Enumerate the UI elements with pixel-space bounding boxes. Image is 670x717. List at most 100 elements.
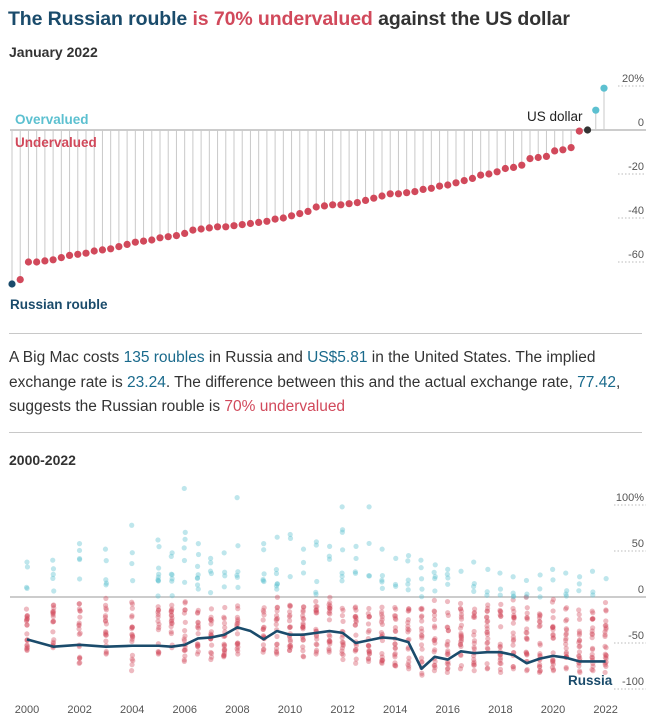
country-dot-21-18 bbox=[379, 604, 385, 610]
country-dot-18-17 bbox=[339, 651, 345, 657]
point-6 bbox=[57, 254, 65, 262]
country-dot-6-12 bbox=[169, 572, 175, 578]
country-dot-36-5 bbox=[576, 630, 583, 636]
country-dot-7-20 bbox=[181, 636, 187, 642]
country-dot-0-3 bbox=[24, 643, 30, 649]
country-dot-33-20 bbox=[537, 651, 543, 657]
country-dot-36-1 bbox=[577, 669, 583, 676]
year-label-7: 2014 bbox=[383, 704, 407, 716]
country-dot-14-22 bbox=[286, 618, 293, 624]
divider-top bbox=[9, 333, 642, 334]
country-dot-18-11 bbox=[339, 547, 346, 553]
country-dot-29-4 bbox=[484, 615, 490, 621]
country-dot-7-8 bbox=[182, 647, 188, 653]
country-dot-16-1 bbox=[313, 651, 319, 657]
country-dot-15-8 bbox=[300, 615, 306, 621]
country-dot-17-1 bbox=[326, 649, 332, 655]
country-dot-6-7 bbox=[169, 620, 175, 626]
country-dot-1-11 bbox=[50, 602, 56, 609]
country-dot-22-9 bbox=[392, 660, 398, 666]
country-dot-16-3 bbox=[313, 591, 319, 597]
point-7 bbox=[65, 251, 74, 259]
country-dot-35-4 bbox=[563, 664, 569, 671]
country-dot-10-22 bbox=[221, 642, 228, 648]
country-dot-15-6 bbox=[300, 622, 306, 628]
country-dot-9-16 bbox=[207, 568, 214, 574]
country-dot-19-4 bbox=[353, 613, 359, 619]
country-dot-31-21 bbox=[510, 594, 516, 600]
country-dot-15-2 bbox=[301, 604, 307, 610]
country-dot-27-0 bbox=[458, 568, 464, 574]
country-dot-9-0 bbox=[208, 555, 214, 561]
country-dot-16-11 bbox=[313, 607, 320, 613]
point-47 bbox=[394, 190, 403, 198]
country-dot-3-17 bbox=[103, 607, 109, 613]
country-dot-2-23 bbox=[76, 626, 82, 632]
country-dot-21-20 bbox=[379, 651, 385, 657]
country-dot-12-9 bbox=[261, 646, 267, 652]
country-dot-17-18 bbox=[326, 610, 332, 616]
country-dot-8-22 bbox=[194, 641, 200, 647]
country-dot-20-5 bbox=[365, 629, 371, 635]
para-text-5: in the United States. The implied exchan… bbox=[9, 349, 596, 391]
country-dot-3-7 bbox=[103, 580, 110, 586]
country-dot-21-19 bbox=[379, 614, 385, 620]
country-dot-5-1 bbox=[155, 651, 161, 657]
country-dot-13-22 bbox=[273, 613, 280, 619]
country-dot-4-17 bbox=[129, 601, 136, 607]
country-dot-8-19 bbox=[195, 625, 202, 631]
country-dot-33-10 bbox=[537, 664, 543, 670]
country-dot-5-23 bbox=[155, 578, 161, 584]
point-48 bbox=[403, 189, 411, 197]
country-dot-38-15 bbox=[603, 655, 609, 662]
country-dot-17-19 bbox=[327, 633, 333, 639]
country-dot-25-6 bbox=[432, 664, 438, 671]
point-56 bbox=[468, 174, 477, 182]
point-39 bbox=[329, 201, 337, 209]
country-dot-20-14 bbox=[366, 643, 372, 649]
para-usd-price: US$5.81 bbox=[307, 349, 368, 366]
country-dot-38-17 bbox=[602, 623, 608, 629]
country-dot-24-15 bbox=[419, 586, 425, 592]
country-dot-19-15 bbox=[353, 619, 359, 625]
country-dot-12-1 bbox=[260, 649, 266, 655]
country-dot-16-13 bbox=[313, 647, 320, 653]
country-dot-3-12 bbox=[103, 629, 109, 636]
country-dot-16-22 bbox=[313, 649, 319, 655]
country-dot-6-5 bbox=[168, 630, 175, 637]
country-dot-14-14 bbox=[287, 624, 293, 631]
tick-label-3: -40 bbox=[628, 205, 644, 217]
country-dot-21-23 bbox=[379, 659, 385, 665]
country-dot-1-9 bbox=[51, 588, 57, 594]
country-dot-37-11 bbox=[589, 616, 595, 622]
country-dot-15-19 bbox=[300, 559, 307, 566]
country-dot-33-3 bbox=[536, 623, 542, 630]
country-dot-30-23 bbox=[497, 660, 503, 666]
country-dot-17-14 bbox=[327, 608, 333, 614]
country-dot-36-13 bbox=[576, 644, 582, 650]
country-dot-14-3 bbox=[287, 643, 294, 649]
country-dot-7-1 bbox=[181, 658, 187, 664]
country-dot-38-12 bbox=[603, 626, 609, 632]
point-28 bbox=[238, 221, 246, 229]
country-dot-36-21 bbox=[576, 653, 582, 659]
country-dot-19-6 bbox=[352, 622, 358, 628]
year-label-1: 2002 bbox=[67, 704, 91, 716]
country-dot-26-19 bbox=[445, 627, 451, 634]
country-dot-37-21 bbox=[589, 608, 595, 614]
country-dot-31-0 bbox=[510, 574, 516, 580]
country-dot-32-18 bbox=[523, 594, 529, 600]
country-dot-38-6 bbox=[602, 633, 608, 639]
country-dot-5-0 bbox=[155, 537, 161, 543]
country-dot-26-15 bbox=[444, 598, 451, 605]
country-dot-5-16 bbox=[155, 609, 161, 615]
country-dot-34-11 bbox=[550, 608, 556, 614]
country-dot-23-22 bbox=[405, 558, 411, 564]
country-dot-8-9 bbox=[195, 619, 201, 625]
point-34 bbox=[287, 212, 296, 220]
country-dot-1-10 bbox=[50, 629, 56, 635]
country-dot-37-23 bbox=[589, 631, 596, 638]
point-71 bbox=[592, 106, 600, 114]
point-17 bbox=[148, 236, 156, 244]
country-dot-28-17 bbox=[471, 614, 478, 620]
